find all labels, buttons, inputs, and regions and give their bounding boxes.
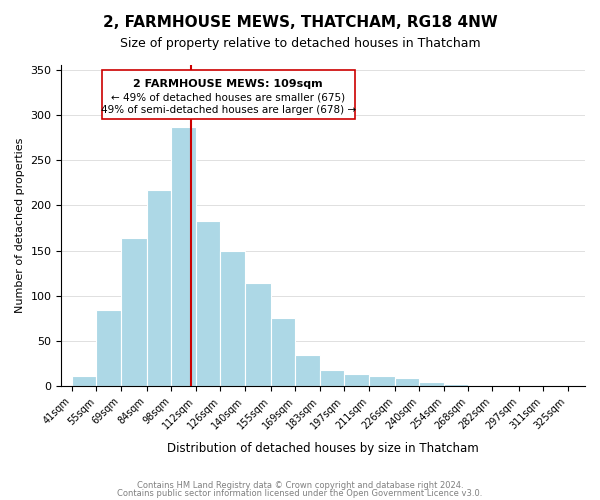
Bar <box>245 283 271 387</box>
Bar <box>172 126 196 386</box>
Text: 49% of semi-detached houses are larger (678) →: 49% of semi-detached houses are larger (… <box>101 105 356 115</box>
Bar <box>395 378 419 386</box>
Text: Size of property relative to detached houses in Thatcham: Size of property relative to detached ho… <box>119 38 481 51</box>
Bar <box>121 238 147 386</box>
FancyBboxPatch shape <box>101 70 355 119</box>
Bar <box>295 354 320 386</box>
Text: 2, FARMHOUSE MEWS, THATCHAM, RG18 4NW: 2, FARMHOUSE MEWS, THATCHAM, RG18 4NW <box>103 15 497 30</box>
Bar <box>196 220 220 386</box>
Text: ← 49% of detached houses are smaller (675): ← 49% of detached houses are smaller (67… <box>111 92 345 102</box>
Bar <box>220 250 245 386</box>
Bar <box>97 310 121 386</box>
Text: Contains HM Land Registry data © Crown copyright and database right 2024.: Contains HM Land Registry data © Crown c… <box>137 481 463 490</box>
X-axis label: Distribution of detached houses by size in Thatcham: Distribution of detached houses by size … <box>167 442 479 455</box>
Bar <box>443 384 468 386</box>
Bar <box>368 376 395 386</box>
Bar <box>147 190 172 386</box>
Bar <box>320 370 344 386</box>
Bar <box>271 318 295 386</box>
Bar <box>72 376 97 386</box>
Bar <box>344 374 368 386</box>
Bar <box>419 382 443 386</box>
Y-axis label: Number of detached properties: Number of detached properties <box>15 138 25 314</box>
Text: 2 FARMHOUSE MEWS: 109sqm: 2 FARMHOUSE MEWS: 109sqm <box>133 78 323 88</box>
Text: Contains public sector information licensed under the Open Government Licence v3: Contains public sector information licen… <box>118 488 482 498</box>
